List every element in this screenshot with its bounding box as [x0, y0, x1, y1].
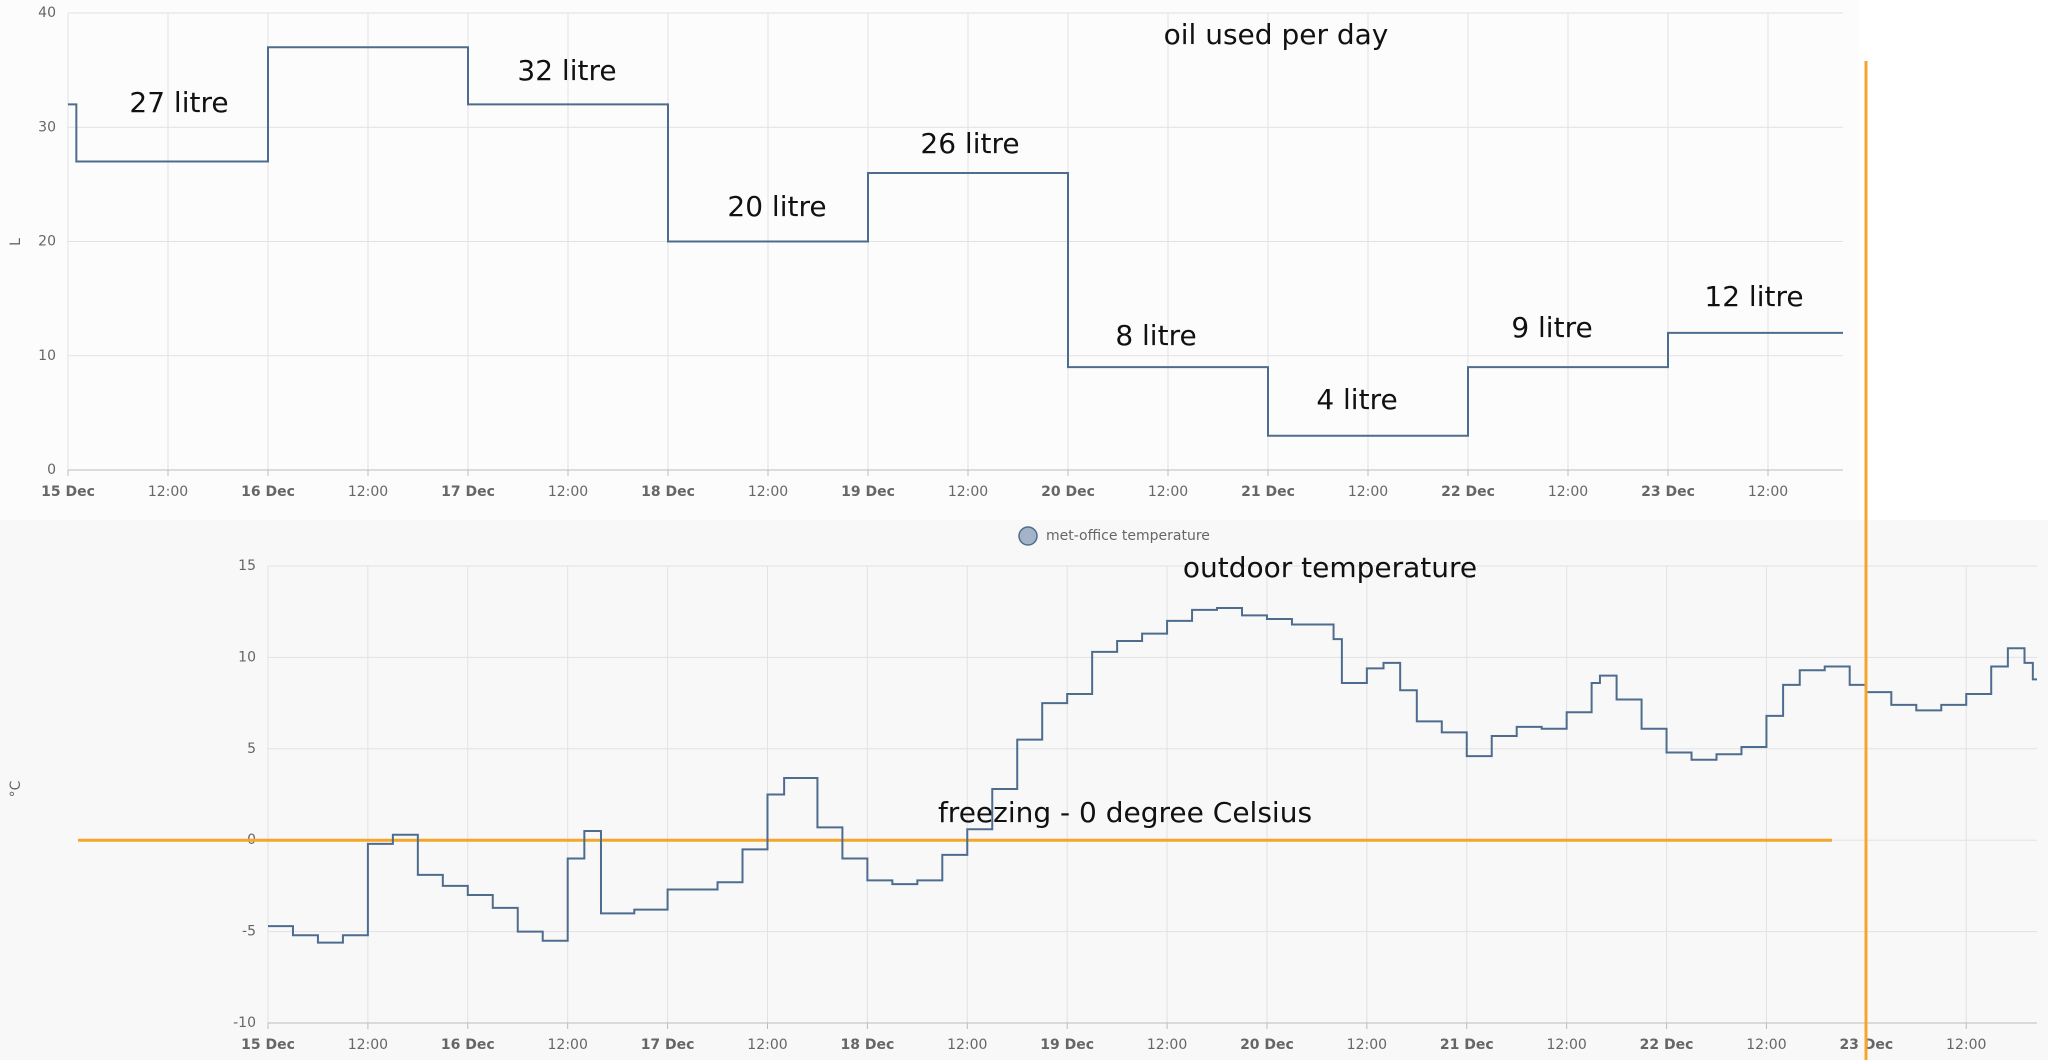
annotation: 9 litre: [1511, 311, 1592, 344]
x-tick-label: 15 Dec: [241, 1037, 295, 1053]
y-axis-label: L: [8, 238, 24, 246]
x-tick-label: 19 Dec: [841, 484, 895, 500]
step-line: [68, 46, 1843, 437]
x-tick-label: 12:00: [1148, 484, 1188, 500]
legend-swatch: [1018, 526, 1038, 546]
annotation: 32 litre: [517, 54, 616, 87]
x-tick-label: 12:00: [548, 1037, 588, 1053]
x-tick-label: 19 Dec: [1040, 1037, 1094, 1053]
x-tick-label: 12:00: [1548, 484, 1588, 500]
annotation: 12 litre: [1704, 280, 1803, 313]
x-tick-label: 12:00: [947, 1037, 987, 1053]
x-tick-label: 12:00: [348, 484, 388, 500]
x-tick-label: 12:00: [1746, 1037, 1786, 1053]
x-tick-label: 16 Dec: [241, 484, 295, 500]
legend-label: met-office temperature: [1046, 528, 1210, 544]
x-tick-label: 12:00: [1347, 1037, 1387, 1053]
annotation: 4 litre: [1316, 383, 1397, 416]
step-line: [268, 607, 2037, 944]
x-tick-label: 20 Dec: [1240, 1037, 1294, 1053]
y-tick-label: -10: [233, 1015, 256, 1031]
x-tick-label: 23 Dec: [1641, 484, 1695, 500]
x-tick-label: 12:00: [348, 1037, 388, 1053]
x-tick-label: 12:00: [1546, 1037, 1586, 1053]
x-tick-label: 22 Dec: [1441, 484, 1495, 500]
y-tick-label: -5: [242, 924, 256, 940]
x-tick-label: 20 Dec: [1041, 484, 1095, 500]
x-tick-label: 12:00: [748, 484, 788, 500]
y-tick-label: 0: [47, 462, 56, 478]
x-tick-label: 22 Dec: [1640, 1037, 1694, 1053]
reference-label: freezing - 0 degree Celsius: [938, 796, 1312, 829]
y-tick-label: 10: [238, 649, 256, 665]
x-tick-label: 21 Dec: [1440, 1037, 1494, 1053]
x-tick-label: 12:00: [747, 1037, 787, 1053]
x-tick-label: 21 Dec: [1241, 484, 1295, 500]
annotation: 26 litre: [920, 127, 1019, 160]
panel-temperature: [0, 520, 2048, 1060]
x-tick-label: 16 Dec: [441, 1037, 495, 1053]
x-tick-label: 12:00: [148, 484, 188, 500]
x-tick-label: 12:00: [948, 484, 988, 500]
y-axis-label: °C: [8, 780, 24, 797]
x-tick-label: 12:00: [1748, 484, 1788, 500]
x-tick-label: 18 Dec: [840, 1037, 894, 1053]
x-tick-label: 18 Dec: [641, 484, 695, 500]
y-tick-label: 20: [38, 234, 56, 250]
x-tick-label: 17 Dec: [641, 1037, 695, 1053]
annotation: 8 litre: [1115, 319, 1196, 352]
annotation: 20 litre: [727, 190, 826, 223]
panel-oil: [0, 0, 1859, 520]
annotation: 27 litre: [129, 86, 228, 119]
x-tick-label: 17 Dec: [441, 484, 495, 500]
chart-title: oil used per day: [1164, 18, 1389, 51]
x-tick-label: 12:00: [1348, 484, 1388, 500]
x-tick-label: 15 Dec: [41, 484, 95, 500]
y-tick-label: 15: [238, 558, 256, 574]
x-tick-label: 12:00: [1946, 1037, 1986, 1053]
y-tick-label: 30: [38, 119, 56, 135]
x-tick-label: 12:00: [548, 484, 588, 500]
chart-title: outdoor temperature: [1183, 551, 1477, 584]
y-tick-label: 5: [247, 741, 256, 757]
y-tick-label: 10: [38, 348, 56, 364]
y-tick-label: 40: [38, 5, 56, 21]
x-tick-label: 12:00: [1147, 1037, 1187, 1053]
